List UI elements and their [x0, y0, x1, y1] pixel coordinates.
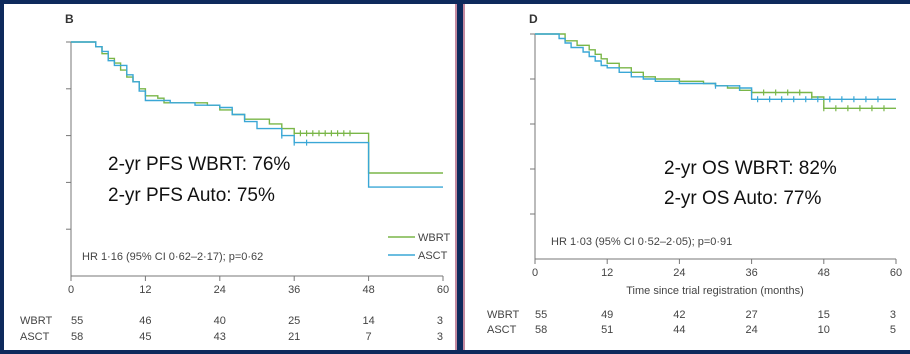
risk-row-label-wbrt: WBRT — [487, 309, 519, 321]
risk-count-wbrt: 3 — [890, 309, 896, 321]
risk-count-wbrt: 49 — [601, 309, 613, 321]
risk-count-wbrt: 25 — [288, 315, 300, 327]
risk-count-wbrt: 40 — [214, 315, 226, 327]
x-tick-label: 24 — [214, 284, 226, 296]
risk-count-asct: 21 — [288, 331, 300, 343]
x-tick-label: 0 — [532, 267, 538, 279]
panel-d: D 0 12 24 36 48 60 Time since trial regi… — [463, 4, 910, 350]
km-curves — [71, 41, 443, 188]
risk-count-wbrt: 15 — [818, 309, 830, 321]
km-curve-asct — [71, 41, 443, 188]
risk-count-wbrt: 14 — [362, 315, 374, 327]
x-tick-labels: 0 12 24 36 48 60 — [68, 284, 449, 296]
risk-count-asct: 7 — [366, 331, 372, 343]
legend-label-wbrt: WBRT — [418, 232, 450, 244]
risk-table: WBRT ASCT 55 49 42 27 15 3 58 51 44 24 10 5 — [487, 309, 896, 336]
pfs-auto-annotation: 2-yr PFS Auto: 75% — [108, 185, 275, 206]
hazard-ratio: HR 1·16 (95% CI 0·62–2·17); p=0·62 — [82, 251, 263, 263]
risk-count-asct: 45 — [139, 331, 151, 343]
legend-label-asct: ASCT — [418, 250, 448, 262]
risk-row-label-wbrt: WBRT — [20, 315, 52, 327]
risk-count-asct: 58 — [71, 331, 83, 343]
y-ticks — [530, 33, 535, 215]
x-tick-label: 36 — [288, 284, 300, 296]
risk-count-wbrt: 55 — [71, 315, 83, 327]
risk-count-asct: 10 — [818, 324, 830, 336]
x-tick-label: 48 — [818, 267, 830, 279]
x-tick-label: 0 — [68, 284, 74, 296]
km-curve-asct — [535, 33, 896, 100]
risk-row-label-asct: ASCT — [487, 324, 517, 336]
risk-table: WBRT ASCT 55 46 40 25 14 3 58 45 43 21 7 3 — [20, 315, 443, 343]
x-tick-label: 36 — [745, 267, 757, 279]
risk-count-asct: 44 — [673, 324, 685, 336]
x-ticks — [70, 276, 444, 281]
risk-count-asct: 58 — [535, 324, 547, 336]
x-tick-label: 48 — [362, 284, 374, 296]
risk-count-wbrt: 46 — [139, 315, 151, 327]
risk-count-asct: 5 — [890, 324, 896, 336]
risk-count-wbrt: 42 — [673, 309, 685, 321]
x-tick-label: 12 — [139, 284, 151, 296]
risk-row-label-asct: ASCT — [20, 331, 50, 343]
risk-count-asct: 43 — [214, 331, 226, 343]
km-curve-wbrt — [535, 33, 896, 109]
os-chart: D 0 12 24 36 48 60 Time since trial regi… — [487, 12, 902, 336]
risk-count-wbrt: 55 — [535, 309, 547, 321]
x-tick-label: 12 — [601, 267, 613, 279]
km-curves — [535, 33, 896, 112]
legend: WBRT ASCT — [388, 232, 450, 262]
x-ticks — [534, 259, 897, 264]
risk-count-asct: 3 — [437, 331, 443, 343]
y-ticks — [66, 41, 71, 230]
x-tick-label: 60 — [890, 267, 902, 279]
risk-count-wbrt: 3 — [437, 315, 443, 327]
panel-label: B — [65, 12, 74, 26]
x-tick-label: 60 — [437, 284, 449, 296]
hazard-ratio: HR 1·03 (95% CI 0·52–2·05); p=0·91 — [551, 236, 732, 248]
risk-count-asct: 24 — [745, 324, 757, 336]
km-curve-wbrt — [71, 41, 443, 174]
panel-b: B 0 12 24 36 48 60 WBRT — [4, 4, 457, 350]
x-axis-label: Time since trial registration (months) — [626, 285, 803, 297]
x-tick-labels: 0 12 24 36 48 60 — [532, 267, 902, 279]
risk-count-asct: 51 — [601, 324, 613, 336]
pfs-chart: B 0 12 24 36 48 60 WBRT — [20, 12, 450, 343]
panel-label: D — [529, 12, 538, 26]
os-auto-annotation: 2-yr OS Auto: 77% — [664, 188, 821, 209]
risk-count-wbrt: 27 — [745, 309, 757, 321]
x-tick-label: 24 — [673, 267, 685, 279]
pfs-wbrt-annotation: 2-yr PFS WBRT: 76% — [108, 154, 290, 175]
os-wbrt-annotation: 2-yr OS WBRT: 82% — [664, 158, 837, 179]
